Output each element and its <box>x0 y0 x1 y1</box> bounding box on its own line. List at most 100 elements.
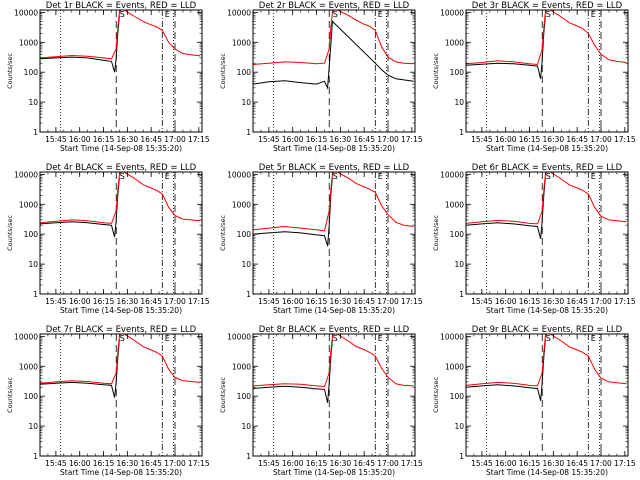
y-axis-label: Counts/sec <box>6 53 14 89</box>
lld-series-line <box>466 10 627 66</box>
y-tick-label: 1000 <box>445 362 464 371</box>
events-series-line <box>466 15 546 79</box>
x-tick-label: 17:15 <box>188 297 210 306</box>
y-axis-label: Counts/sec <box>219 53 227 89</box>
y-tick-label: 10 <box>454 260 464 269</box>
y-axis-label: Counts/sec <box>6 215 14 251</box>
chart-title: Det 5r BLACK = Events, RED = LLD <box>259 163 410 173</box>
y-tick-label: 1 <box>246 452 251 461</box>
y-tick-label: 1000 <box>19 200 38 209</box>
x-tick-label: 15:45 <box>258 459 280 468</box>
x-tick-label: 17:00 <box>590 297 612 306</box>
plot-frame <box>39 171 203 295</box>
y-tick-label: 1 <box>33 452 38 461</box>
lld-series-line <box>466 172 627 225</box>
y-tick-label: 1000 <box>445 38 464 47</box>
y-tick-label: 10000 <box>440 170 464 179</box>
x-tick-label: 16:45 <box>566 135 588 144</box>
chart-title: Det 1r BLACK = Events, RED = LLD <box>46 1 197 11</box>
y-tick-label: 100 <box>24 392 39 401</box>
start-marker: S <box>120 172 125 181</box>
y-tick-label: 1 <box>33 128 38 137</box>
y-axis-label: Counts/sec <box>6 377 14 413</box>
x-axis-label: Start Time (14-Sep-08 15:35:20) <box>60 306 182 315</box>
y-tick-label: 10 <box>454 422 464 431</box>
lld-series-line <box>253 334 414 388</box>
x-tick-label: 16:00 <box>282 297 304 306</box>
lld-series-line <box>40 172 201 224</box>
y-tick-label: 10 <box>28 260 38 269</box>
x-tick-label: 15:45 <box>45 459 67 468</box>
y-tick-label: 1000 <box>232 38 251 47</box>
x-tick-label: 17:15 <box>401 297 423 306</box>
end-marker: E <box>591 172 596 181</box>
x-tick-label: 16:15 <box>93 297 115 306</box>
y-tick-label: 100 <box>450 392 465 401</box>
y-tick-label: 100 <box>24 230 39 239</box>
chart-title: Det 7r BLACK = Events, RED = LLD <box>46 325 197 335</box>
end-marker: E <box>378 172 383 181</box>
events-series-line <box>40 15 120 73</box>
x-tick-label: 16:45 <box>140 135 162 144</box>
x-tick-label: 16:15 <box>306 297 328 306</box>
chart-title: Det 9r BLACK = Events, RED = LLD <box>472 325 623 335</box>
x-tick-label: 16:45 <box>353 297 375 306</box>
start-marker: S <box>333 172 338 181</box>
x-tick-label: 15:45 <box>471 135 493 144</box>
y-tick-label: 1 <box>459 290 464 299</box>
x-tick-label: 17:15 <box>188 459 210 468</box>
x-tick-label: 17:00 <box>164 459 186 468</box>
chart-title: Det 6r BLACK = Events, RED = LLD <box>472 163 623 173</box>
lld-series-line <box>40 10 201 60</box>
x-tick-label: 16:15 <box>306 459 328 468</box>
x-tick-label: 17:00 <box>377 459 399 468</box>
y-tick-label: 10000 <box>440 332 464 341</box>
x-tick-label: 16:00 <box>282 459 304 468</box>
x-axis-label: Start Time (14-Sep-08 15:35:20) <box>273 306 395 315</box>
y-tick-label: 10 <box>28 422 38 431</box>
x-tick-label: 16:30 <box>543 297 565 306</box>
start-marker: S <box>546 10 551 19</box>
y-tick-label: 1000 <box>445 200 464 209</box>
y-tick-label: 1 <box>459 128 464 137</box>
end-marker: E <box>378 10 383 19</box>
plot-frame <box>252 9 416 133</box>
x-tick-label: 17:15 <box>188 135 210 144</box>
y-tick-label: 10 <box>241 98 251 107</box>
x-axis-label: Start Time (14-Sep-08 15:35:20) <box>273 468 395 477</box>
y-axis-label: Counts/sec <box>432 53 440 89</box>
y-tick-label: 100 <box>237 68 252 77</box>
chart-title: Det 4r BLACK = Events, RED = LLD <box>46 163 197 173</box>
y-tick-label: 10000 <box>14 332 38 341</box>
y-tick-label: 100 <box>450 230 465 239</box>
end-marker: E <box>165 10 170 19</box>
x-tick-label: 15:45 <box>45 135 67 144</box>
x-tick-label: 16:45 <box>566 297 588 306</box>
end-marker: E <box>591 334 596 343</box>
y-tick-label: 100 <box>237 230 252 239</box>
plot-frame <box>465 9 629 133</box>
x-tick-label: 16:00 <box>69 459 91 468</box>
x-tick-label: 17:15 <box>401 459 423 468</box>
x-tick-label: 17:15 <box>401 135 423 144</box>
plot-frame <box>39 9 203 133</box>
lld-series-line <box>253 172 414 232</box>
x-axis-label: Start Time (14-Sep-08 15:35:20) <box>486 468 608 477</box>
events-series-line <box>40 339 120 398</box>
plot-frame <box>39 333 203 457</box>
y-tick-label: 10 <box>241 422 251 431</box>
x-tick-label: 16:15 <box>93 459 115 468</box>
y-tick-label: 10000 <box>14 170 38 179</box>
start-marker: S <box>546 334 551 343</box>
y-axis-label: Counts/sec <box>432 377 440 413</box>
plot-frame <box>252 333 416 457</box>
events-series-line <box>253 177 333 247</box>
y-tick-label: 10 <box>28 98 38 107</box>
y-tick-label: 100 <box>237 392 252 401</box>
x-tick-label: 17:00 <box>590 459 612 468</box>
x-tick-label: 16:15 <box>519 297 541 306</box>
